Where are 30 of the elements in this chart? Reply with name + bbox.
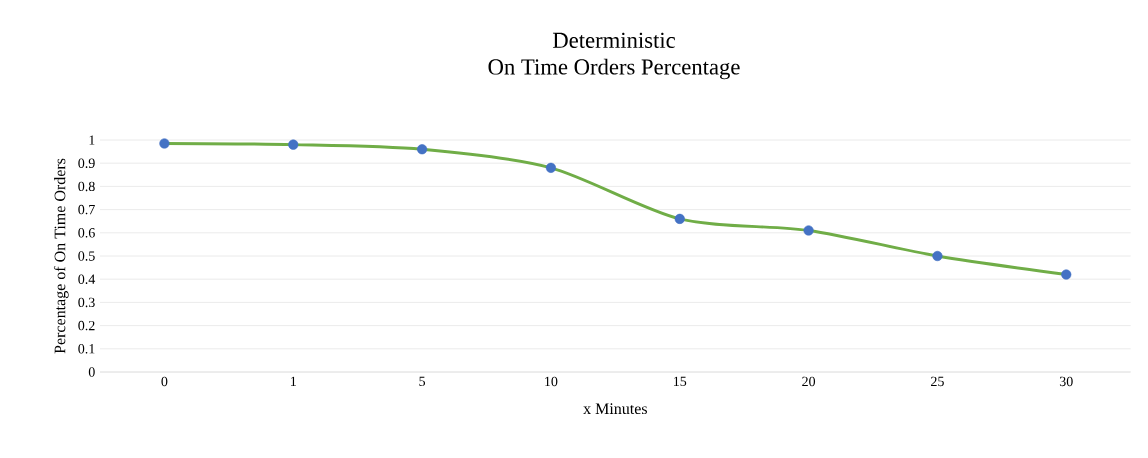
y-tick-label: 1 [89,135,95,145]
y-tick-label: 0.2 [78,320,95,331]
point [674,213,685,224]
point [417,144,428,155]
y-tick-label: 0.7 [78,204,95,215]
y-tick-label: 0.9 [78,158,95,168]
x-tick-label: 30 [1059,376,1073,387]
x-tick-label: 15 [673,376,687,387]
point [288,139,299,150]
x-tick-label: 25 [931,376,944,387]
point [803,225,814,236]
y-tick-label: 0.1 [78,344,95,354]
y-tick-label: 0.6 [78,228,95,238]
y-axis-title: Percentage of On Time Orders [53,158,69,354]
point [545,162,556,173]
point [159,138,170,149]
y-tick-label: 0.3 [78,297,95,308]
x-axis-title: x Minutes [583,403,647,415]
y-tick-label: 0.5 [78,251,95,261]
x-tick-label: 1 [290,376,296,386]
point [932,250,943,262]
x-tick-label: 20 [802,376,816,387]
x-tick-label: 5 [419,376,426,387]
chart-title: Deterministic On Time Orders Percentage [488,32,740,80]
y-tick-label: 0 [88,367,95,377]
x-tick-label: 0 [161,376,168,387]
point [1061,269,1072,280]
y-tick-label: 0.4 [78,274,96,284]
x-tick-label: 10 [545,376,558,387]
y-tick-label: 0.8 [78,181,95,192]
